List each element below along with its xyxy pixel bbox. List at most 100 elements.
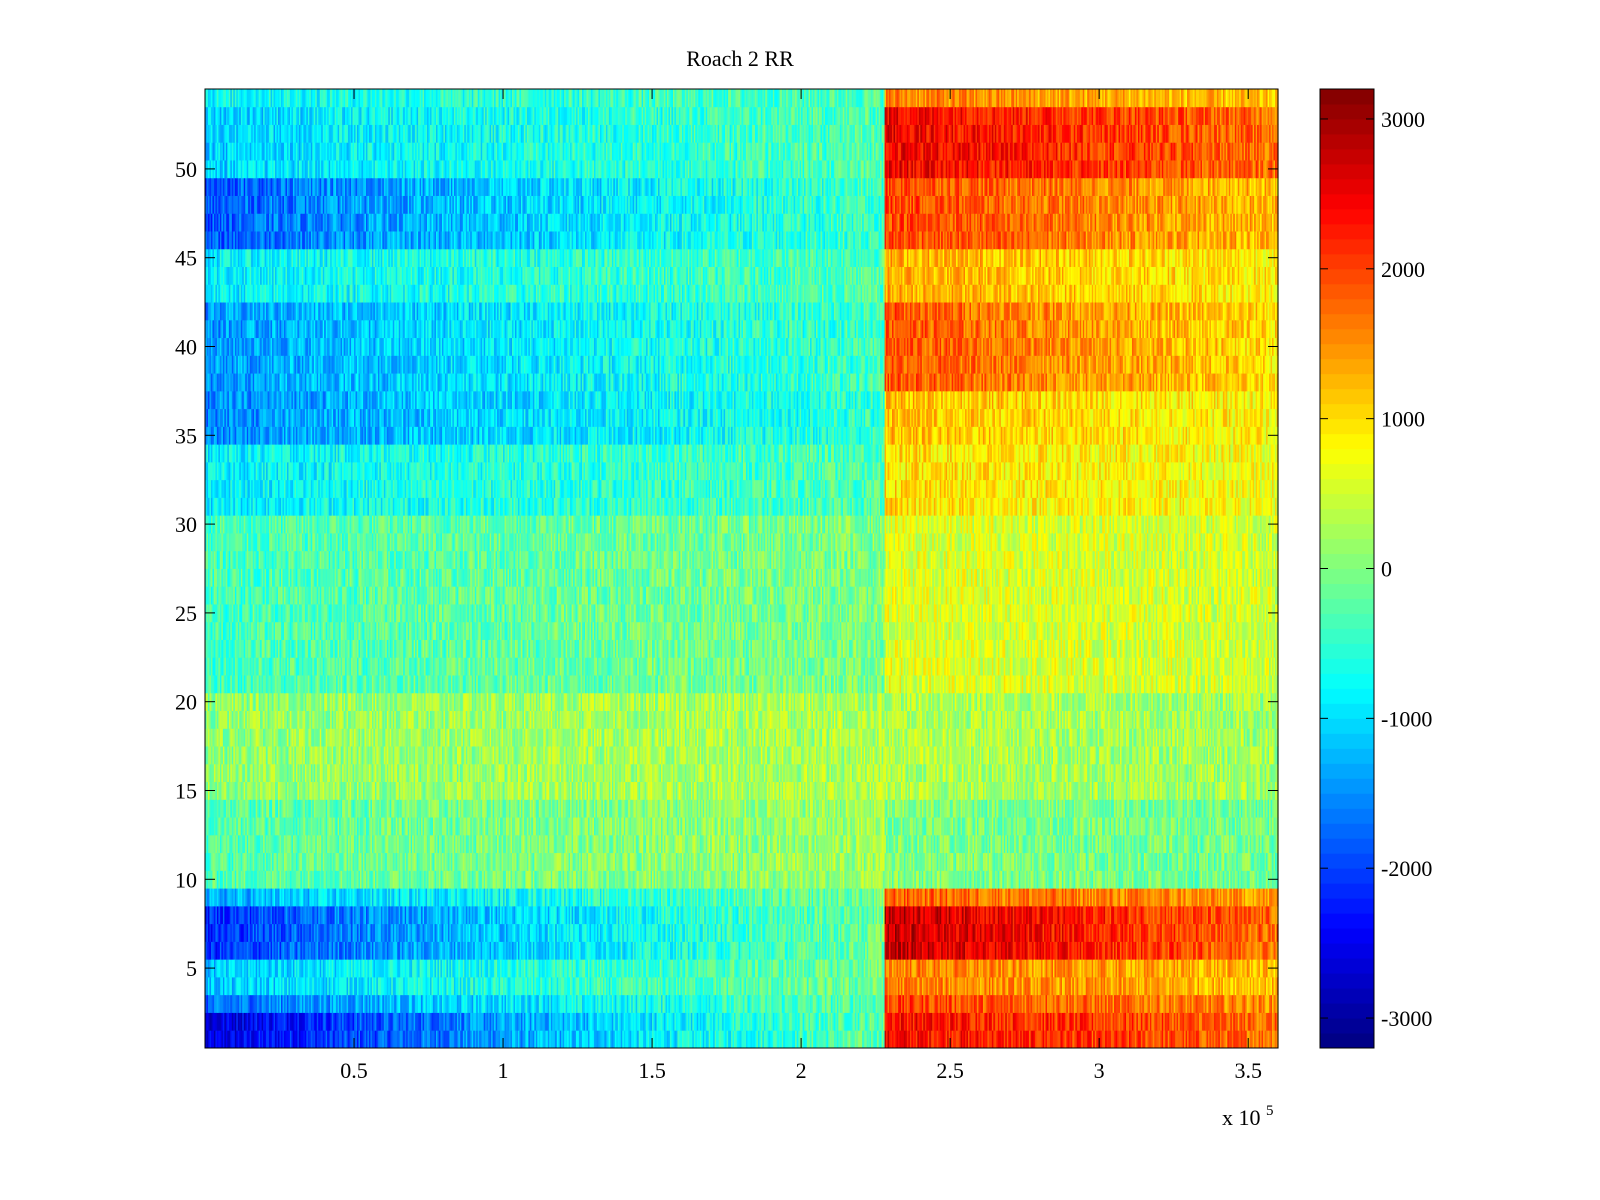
heatmap-cell: [897, 1030, 901, 1049]
heatmap-cell: [336, 976, 339, 996]
heatmap-cell: [327, 976, 330, 996]
heatmap-cell: [859, 1012, 862, 1031]
heatmap-cell: [370, 976, 373, 996]
heatmap-cell: [1020, 1030, 1023, 1049]
heatmap-cell: [896, 1012, 899, 1031]
heatmap-cell: [801, 1012, 804, 1031]
heatmap-cell: [503, 1030, 506, 1049]
heatmap-cell: [963, 1030, 966, 1049]
heatmap-cell: [1228, 1012, 1231, 1031]
heatmap-cell: [406, 1030, 409, 1049]
heatmap-cell: [550, 994, 553, 1013]
heatmap-cell: [482, 1030, 485, 1049]
heatmap-cell: [1069, 1030, 1072, 1049]
heatmap-cell: [1264, 1012, 1267, 1031]
heatmap-cell: [456, 1030, 459, 1049]
heatmap-cell: [517, 1030, 521, 1049]
heatmap-cell: [248, 1030, 251, 1049]
heatmap-cell: [875, 1012, 878, 1031]
heatmap-cell: [945, 1030, 948, 1049]
heatmap-cell: [1005, 1012, 1008, 1031]
heatmap-cell: [1124, 994, 1127, 1013]
heatmap-cell: [359, 1030, 363, 1049]
heatmap-cell: [993, 1030, 996, 1049]
heatmap-cell: [294, 1030, 297, 1049]
heatmap-cell: [1139, 1012, 1142, 1031]
heatmap-cell: [1041, 994, 1044, 1013]
heatmap-cell: [434, 1030, 437, 1049]
heatmap-cell: [981, 1030, 984, 1049]
heatmap-cell: [859, 994, 862, 1013]
heatmap-cell: [671, 1030, 674, 1049]
heatmap-cell: [915, 994, 918, 1013]
heatmap-cell: [878, 1030, 881, 1049]
heatmap-cell: [787, 994, 790, 1013]
heatmap-cell: [1190, 1030, 1193, 1049]
heatmap-cell: [854, 1030, 857, 1049]
heatmap-cell: [1108, 994, 1111, 1013]
heatmap-cell: [535, 1012, 538, 1031]
heatmap-cell: [652, 994, 655, 1013]
heatmap-cell: [686, 1030, 689, 1049]
heatmap-cell: [529, 994, 532, 1013]
heatmap-cell: [792, 994, 795, 1013]
heatmap-cell: [415, 976, 418, 996]
heatmap-cell: [224, 976, 227, 996]
heatmap-cell: [1193, 1030, 1196, 1049]
heatmap-cell: [793, 994, 796, 1013]
heatmap-cell: [695, 1030, 698, 1049]
heatmap-cell: [751, 994, 755, 1013]
heatmap-cell: [728, 1012, 731, 1031]
heatmap-cell: [282, 976, 285, 996]
heatmap-cell: [666, 1030, 670, 1049]
heatmap-cell: [339, 976, 342, 996]
heatmap-cell: [1047, 994, 1050, 1013]
heatmap-cell: [213, 994, 217, 1013]
heatmap-cell: [1073, 1030, 1076, 1049]
heatmap-cell: [520, 1012, 524, 1031]
heatmap-cell: [742, 1030, 746, 1049]
heatmap-cell: [652, 1012, 655, 1031]
heatmap-cell: [218, 994, 221, 1013]
heatmap-cell: [780, 994, 783, 1013]
heatmap-cell: [586, 994, 589, 1013]
heatmap-cell: [802, 1030, 805, 1049]
heatmap-cell: [324, 976, 327, 996]
heatmap-cell: [477, 994, 480, 1013]
heatmap-cell: [1234, 1012, 1237, 1031]
heatmap-cell: [1115, 994, 1118, 1013]
heatmap-cell: [355, 976, 358, 996]
heatmap-cell: [705, 1030, 708, 1049]
heatmap-cell: [681, 1012, 684, 1031]
heatmap-cell: [830, 1030, 834, 1049]
heatmap-cell: [610, 1012, 613, 1031]
heatmap-cell: [895, 994, 898, 1013]
heatmap-cell: [1257, 1030, 1260, 1049]
heatmap-cell: [340, 1030, 343, 1049]
heatmap-cell: [579, 994, 582, 1013]
heatmap-cell: [628, 1012, 631, 1031]
heatmap-cell: [227, 1030, 230, 1049]
heatmap-cell: [868, 1030, 871, 1049]
heatmap-cell: [424, 976, 427, 996]
heatmap-cell: [1233, 994, 1236, 1013]
heatmap-cell: [359, 994, 363, 1013]
heatmap-cell: [421, 1030, 424, 1049]
heatmap-cell: [1020, 994, 1023, 1013]
heatmap-cell: [985, 1030, 988, 1049]
heatmap-cell: [771, 1012, 774, 1031]
heatmap-cell: [422, 1030, 425, 1049]
heatmap-cell: [492, 976, 495, 996]
heatmap-cell: [1161, 1012, 1164, 1031]
heatmap-cell: [433, 994, 436, 1013]
heatmap-cell: [1023, 994, 1026, 1013]
heatmap-cell: [1002, 1030, 1005, 1049]
heatmap-cell: [932, 1012, 935, 1031]
heatmap-cell: [865, 994, 868, 1013]
heatmap-cell: [266, 1012, 269, 1031]
heatmap-cell: [1055, 1030, 1059, 1049]
heatmap-cell: [805, 994, 808, 1013]
heatmap-cell: [956, 1012, 959, 1031]
heatmap-cell: [1069, 994, 1072, 1013]
heatmap-cell: [509, 994, 512, 1013]
